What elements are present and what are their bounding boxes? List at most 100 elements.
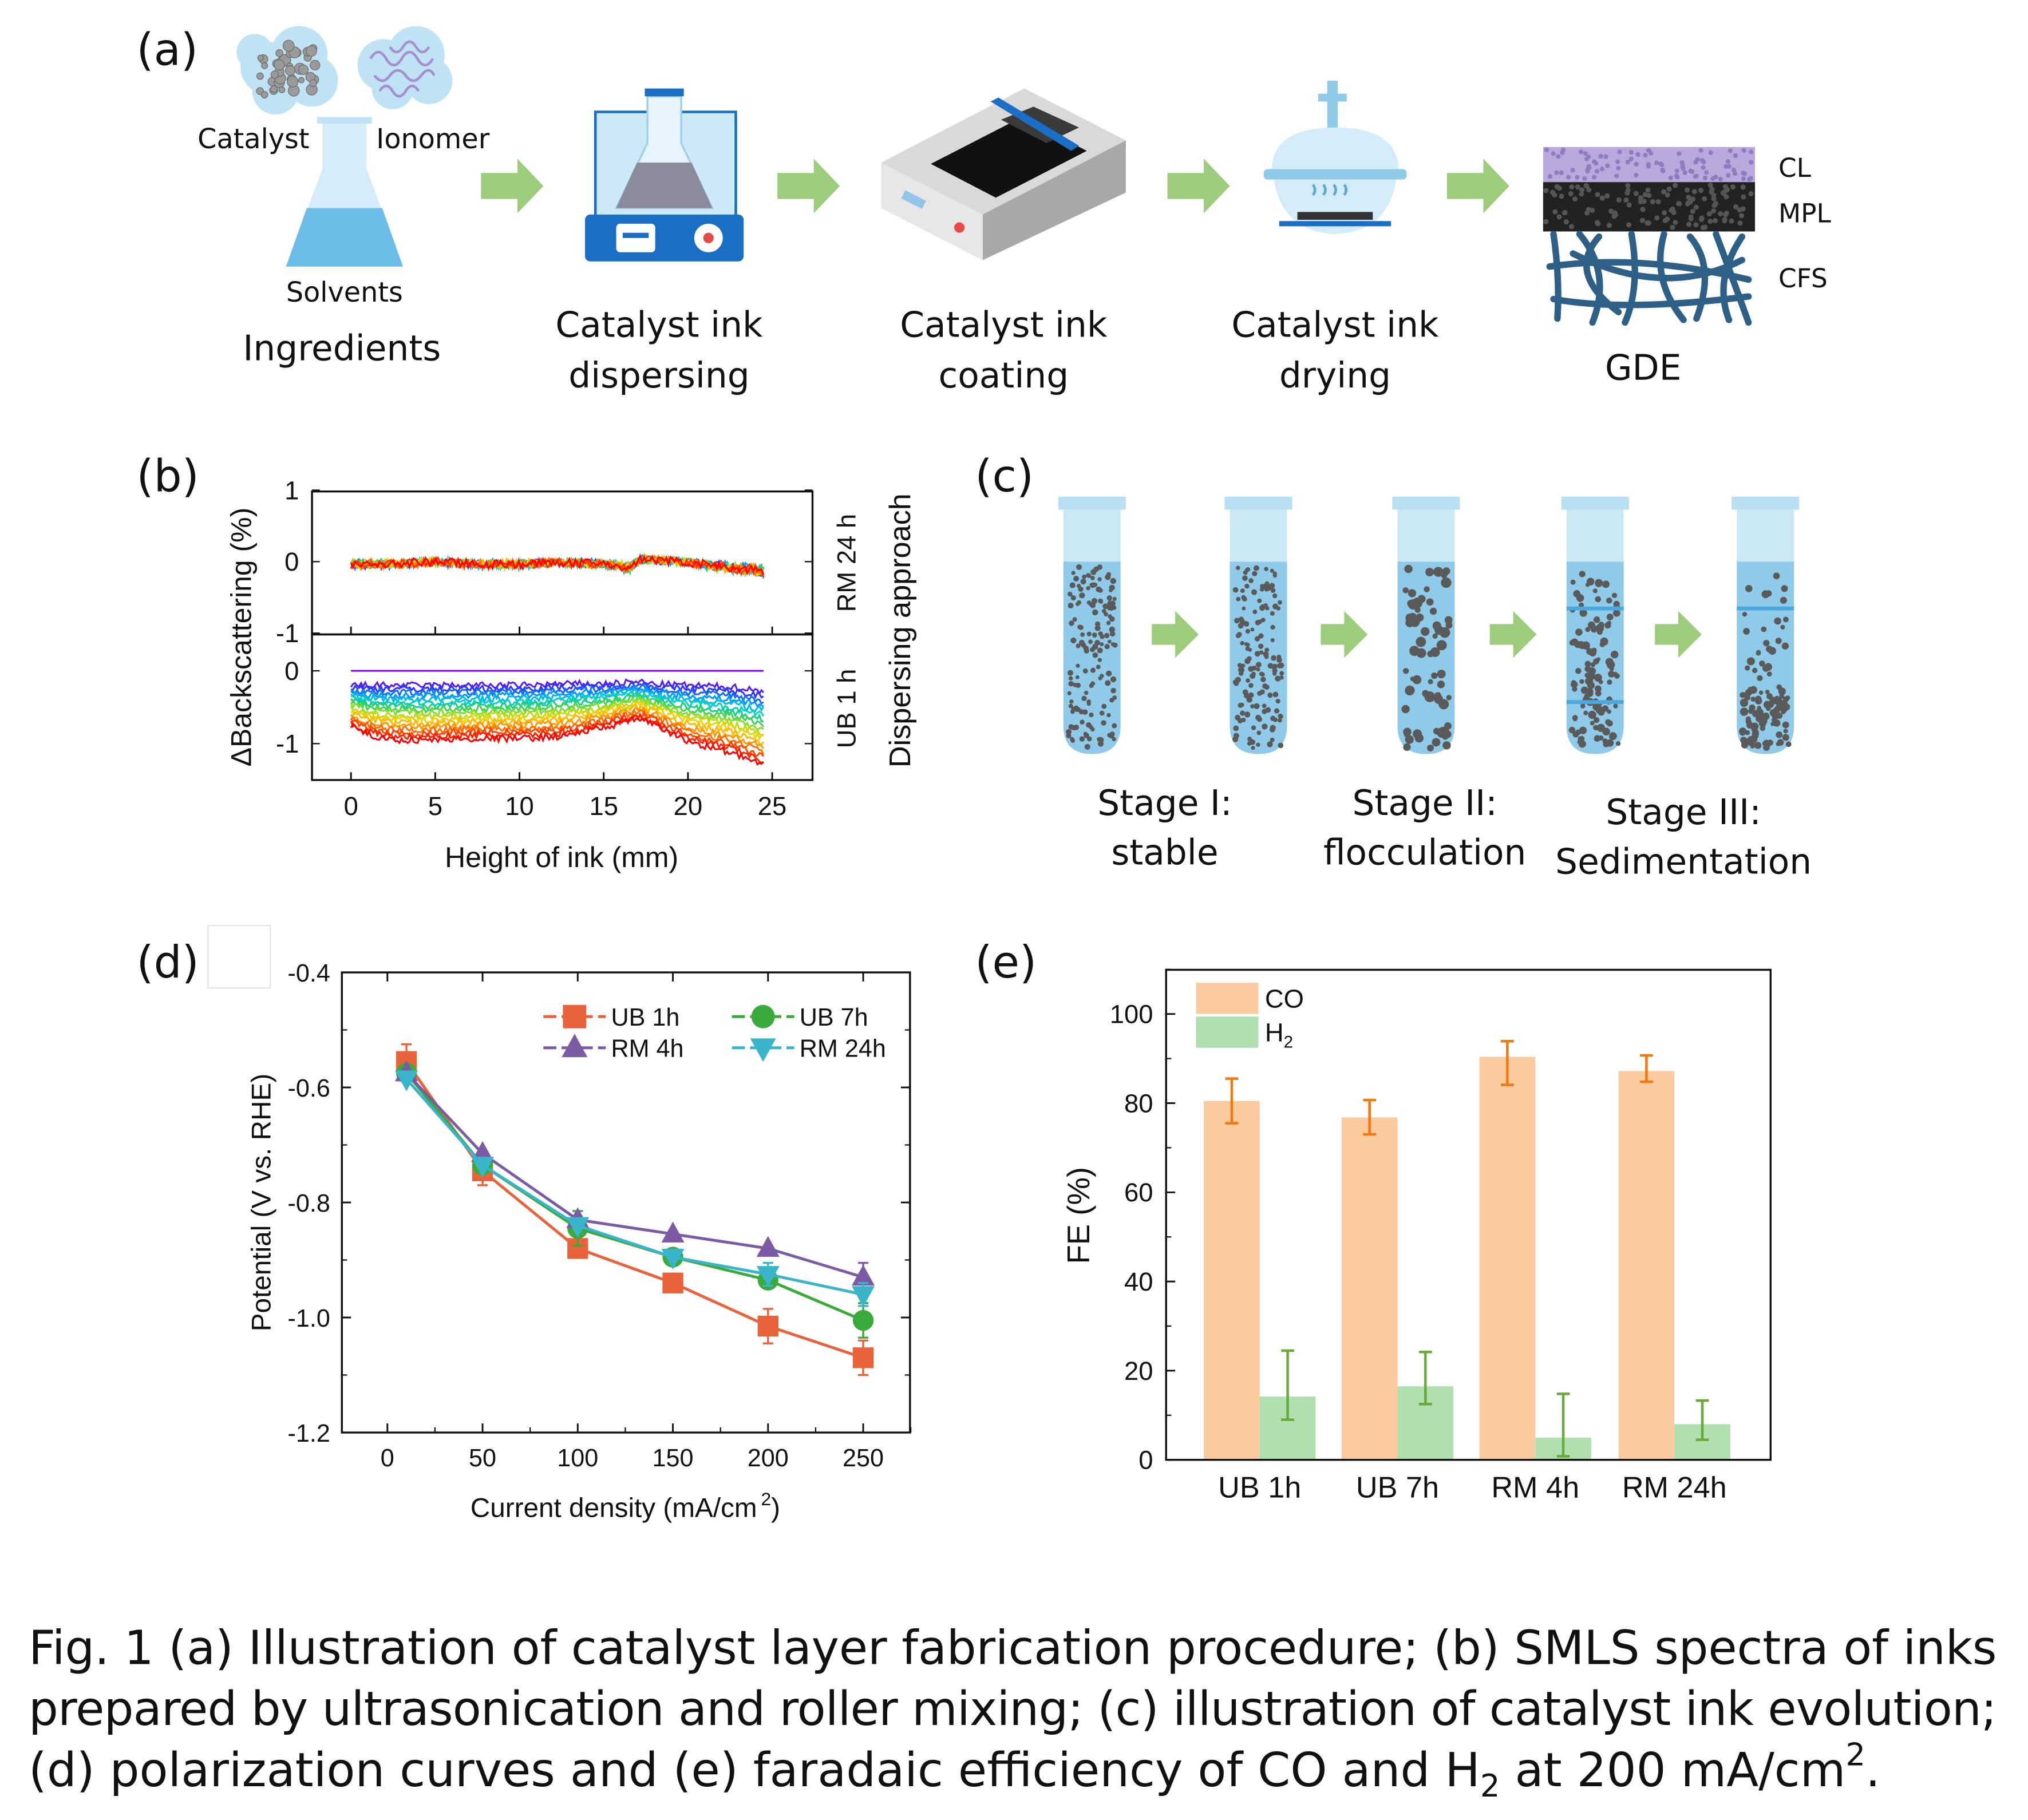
mpl-particle <box>1633 191 1639 196</box>
particle <box>1765 690 1770 694</box>
cl-particle <box>1587 165 1592 170</box>
legend-marker <box>750 1038 776 1062</box>
ub1h-scan-line <box>350 708 765 755</box>
y-tick-label: 40 <box>1124 1267 1153 1296</box>
particle <box>1251 725 1256 730</box>
particle <box>1570 579 1576 585</box>
particle <box>1272 717 1278 722</box>
particle <box>1080 719 1085 725</box>
ub1h-scan-line <box>350 691 765 717</box>
dryer-icon <box>1263 81 1407 234</box>
cl-particle <box>1681 166 1686 171</box>
legend-marker <box>563 1004 587 1028</box>
particle <box>1068 703 1073 709</box>
cl-particle <box>1575 175 1580 180</box>
catalyst-particle <box>275 49 283 57</box>
x-tick-label: 50 <box>469 1445 496 1472</box>
particle <box>1782 707 1788 713</box>
particle <box>1240 641 1244 646</box>
legend-item-ub-7h: UB 7h <box>732 1004 868 1031</box>
caption-line-3-a: (d) polarization curves and (e) faradaic… <box>29 1743 1480 1798</box>
particle <box>1066 733 1072 738</box>
particle <box>1580 703 1586 709</box>
particle <box>1262 709 1267 714</box>
particle <box>1743 628 1750 635</box>
x-tick-label: 250 <box>843 1445 884 1472</box>
particle <box>1259 605 1266 611</box>
mpl-particle <box>1691 189 1697 195</box>
particle <box>1081 695 1087 701</box>
particle <box>1251 746 1255 750</box>
cl-particle <box>1582 176 1587 181</box>
arrow-icon <box>1655 611 1702 658</box>
particle <box>1432 633 1438 639</box>
particle <box>1774 617 1781 625</box>
particle <box>1270 624 1275 630</box>
y-tick-label: 100 <box>1110 1000 1153 1029</box>
particle <box>1764 663 1773 671</box>
cl-particle <box>1677 151 1682 156</box>
particle <box>1755 695 1762 702</box>
test-tube-icon <box>1731 496 1800 754</box>
catalyst-particle <box>298 77 305 84</box>
particle <box>1756 710 1762 717</box>
particle <box>1069 620 1074 626</box>
mpl-particle <box>1740 184 1746 190</box>
mpl-particle <box>1686 221 1692 227</box>
cl-particle <box>1718 176 1723 182</box>
x-tick-label: 5 <box>428 792 442 821</box>
particle <box>1084 690 1089 695</box>
cl-particle <box>1698 148 1703 153</box>
particle <box>1588 667 1596 675</box>
particle <box>1587 621 1595 629</box>
cl-particle <box>1702 175 1708 180</box>
mpl-particle <box>1604 193 1610 199</box>
particle <box>1596 723 1605 732</box>
particle <box>1766 706 1771 711</box>
particle <box>1612 671 1618 678</box>
particle <box>1094 625 1101 631</box>
mpl-particle <box>1642 192 1648 197</box>
particle <box>1588 710 1596 719</box>
particle <box>1110 676 1117 683</box>
particle <box>1078 639 1085 646</box>
particle <box>1248 578 1254 583</box>
particle <box>1259 587 1264 592</box>
legend-item-rm-24h: RM 24h <box>732 1035 886 1063</box>
particle <box>1275 699 1280 704</box>
mpl-particle <box>1729 218 1734 224</box>
mpl-particle <box>1709 189 1714 195</box>
label-solvents: Solvents <box>286 277 403 308</box>
particle <box>1068 724 1074 730</box>
panel-label-c: (c) <box>975 451 1034 503</box>
particle <box>1439 627 1450 638</box>
mpl-particle <box>1673 183 1678 188</box>
particle <box>1762 741 1767 746</box>
panel-a-fabrication-illustration: Catalyst Ionomer Solvents Ingredients Ca… <box>197 26 1831 396</box>
catalyst-particle <box>298 64 309 75</box>
particle <box>1783 729 1788 734</box>
stage-3-title: Stage III: <box>1606 792 1761 833</box>
particle <box>1752 723 1759 730</box>
particle <box>1263 603 1268 608</box>
data-point-rm-24h <box>756 1266 780 1287</box>
particle <box>1438 671 1443 677</box>
particle <box>1761 590 1770 599</box>
particle <box>1106 595 1113 601</box>
particle <box>1090 575 1095 580</box>
figure-caption: Fig. 1 (a) Illustration of catalyst laye… <box>29 1621 1997 1804</box>
particle <box>1572 717 1578 722</box>
particle <box>1433 567 1444 577</box>
particle <box>1590 721 1595 726</box>
cl-particle <box>1661 168 1666 174</box>
particle <box>1109 626 1115 633</box>
mpl-particle <box>1561 210 1567 216</box>
arrow-icon <box>1321 611 1368 658</box>
mpl-particle <box>1707 183 1713 188</box>
mpl-particle <box>1583 183 1589 189</box>
particle <box>1099 710 1105 716</box>
mpl-particle <box>1733 204 1738 209</box>
particle <box>1427 745 1434 752</box>
particle <box>1086 600 1092 605</box>
gde-icon <box>1543 147 1756 326</box>
